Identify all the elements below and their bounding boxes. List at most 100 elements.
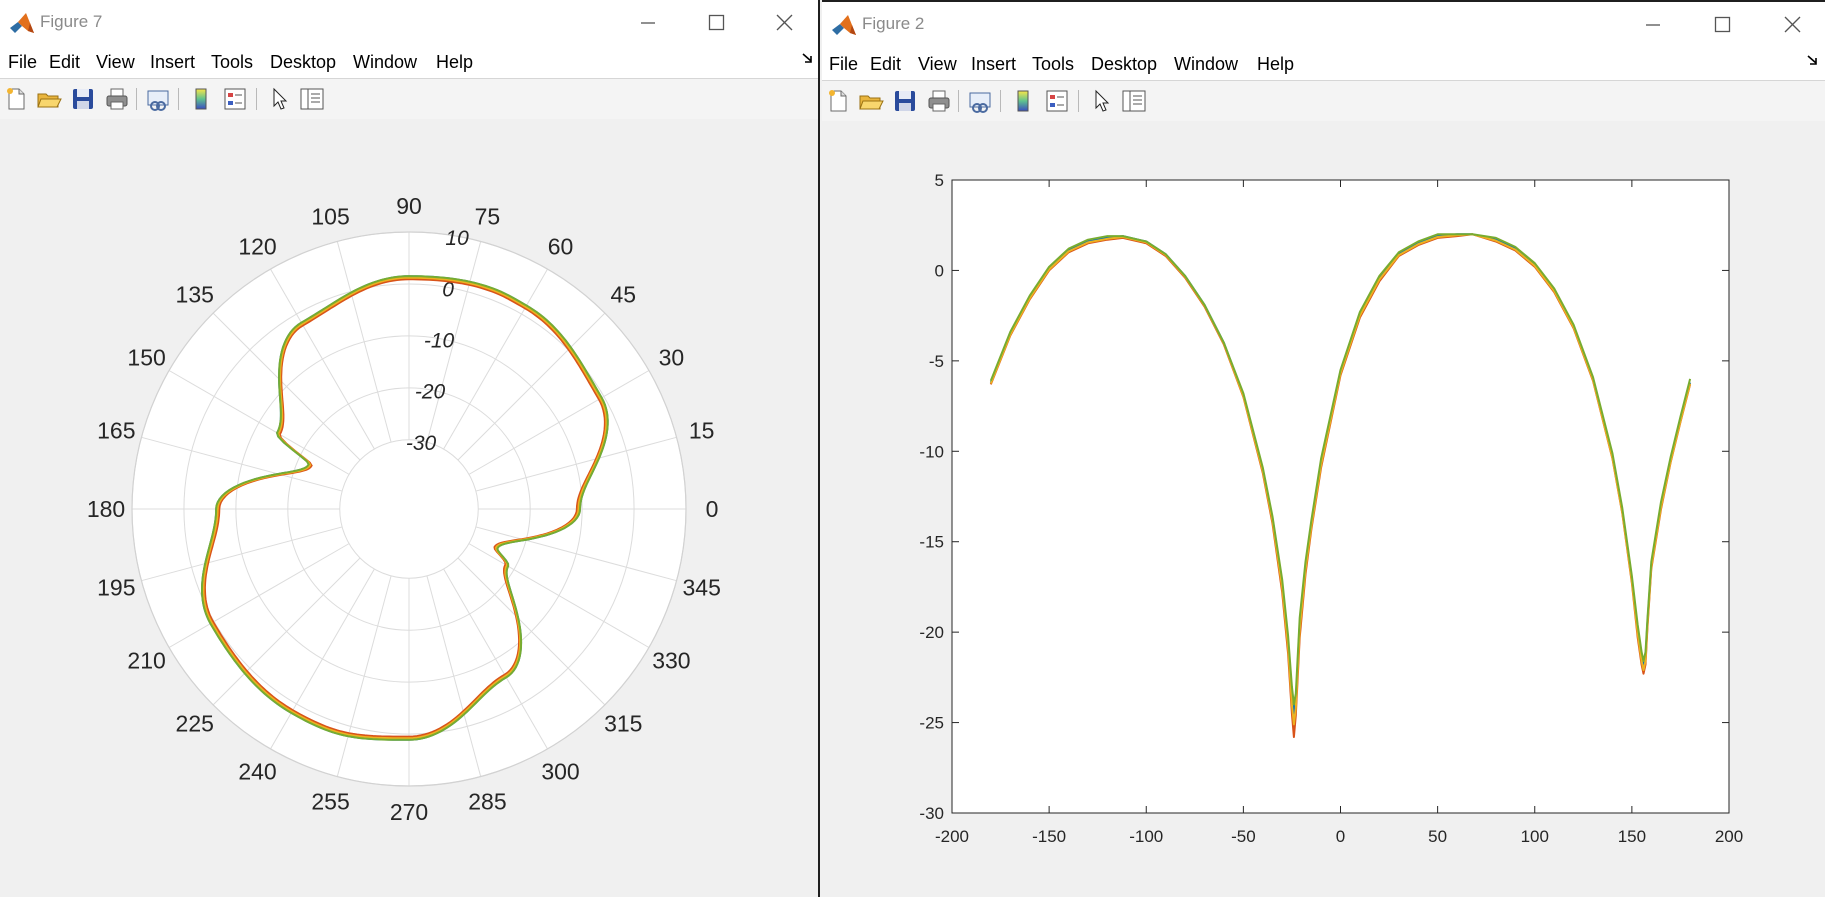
figure-toolbar [0,78,818,120]
legend-button[interactable] [222,86,248,112]
polar-theta-label: 240 [238,758,276,784]
polar-grid-spoke [270,568,375,750]
polar-series-line [203,278,606,738]
polar-theta-label: 120 [238,234,276,260]
polar-grid-spoke [468,370,650,475]
figure-toolbar [822,80,1825,122]
menu-help[interactable]: Help [1257,54,1295,74]
close-button[interactable] [1758,2,1825,48]
menu-desktop[interactable]: Desktop [270,52,337,72]
link-plot-icon [147,90,169,111]
minimize-icon [1646,24,1660,26]
link-plot-button[interactable] [145,86,171,112]
pointer-button[interactable] [266,86,292,112]
polar-theta-label: 300 [541,758,579,784]
polar-theta-label: 105 [311,203,349,229]
maximize-button[interactable] [682,0,750,46]
colorbar-button[interactable] [188,86,214,112]
print-icon [928,90,950,112]
polar-r-label: -20 [415,381,446,404]
matlab-logo-icon [10,13,34,33]
menu-insert[interactable]: Insert [150,52,196,72]
print-button[interactable] [926,88,952,114]
polar-grid-spoke [457,557,606,706]
link-plot-icon [969,92,991,113]
polar-grid-spoke [475,436,677,492]
open-file-button[interactable] [36,86,62,112]
polar-theta-label: 60 [548,234,574,260]
figure-7-window: Figure 7 File Edit View Insert Tools Des… [0,0,820,897]
menu-edit[interactable]: Edit [49,52,81,72]
menu-window[interactable]: Window [1174,54,1239,74]
polar-theta-label: 75 [475,203,501,229]
menu-help[interactable]: Help [436,52,474,72]
new-figure-button[interactable] [825,88,851,114]
dock-arrow-icon[interactable] [801,52,815,66]
pointer-icon [273,87,288,110]
menu-file[interactable]: File [829,54,859,74]
maximize-button[interactable] [1688,2,1756,48]
menu-bar: File Edit View Insert Tools Desktop Wind… [0,46,818,78]
close-icon [776,14,793,31]
close-icon [1784,16,1801,33]
menu-view[interactable]: View [96,52,135,72]
colorbar-icon [195,88,207,110]
polar-grid-spoke [443,568,548,750]
polar-series-line [202,276,608,740]
link-plot-button[interactable] [967,88,993,114]
colorbar-button[interactable] [1010,88,1036,114]
pointer-button[interactable] [1088,88,1114,114]
polar-r-label: -10 [424,330,455,353]
polar-plot: 0 15 30 45 60 75 90 105 120 135 150 165 180 195 210 225… [87,193,721,825]
cartesian-plot: -200 -150 -100 -50 0 50 100 150 20050-5-10-15-20… [919,171,1743,846]
minimize-button[interactable] [614,0,682,46]
polar-grid-spoke [336,241,392,443]
polar-theta-label: 210 [127,648,165,674]
close-button[interactable] [750,0,818,46]
dock-arrow-icon[interactable] [1806,54,1820,68]
x-tick-label: -100 [1129,827,1163,846]
menu-tools[interactable]: Tools [1032,54,1075,74]
x-tick-label: 200 [1715,827,1743,846]
matlab-logo-icon [832,15,856,35]
property-inspector-button[interactable] [1121,88,1147,114]
save-button[interactable] [892,88,918,114]
print-icon [106,88,128,110]
y-tick-label: -15 [919,533,944,552]
x-tick-label: 100 [1521,827,1549,846]
x-tick-label: -50 [1231,827,1256,846]
menu-tools[interactable]: Tools [211,52,254,72]
menu-insert[interactable]: Insert [971,54,1017,74]
minimize-button[interactable] [1619,2,1687,48]
window-title: Figure 7 [40,12,103,31]
x-tick-label: 0 [1336,827,1345,846]
polar-theta-label: 90 [396,193,422,219]
property-inspector-button[interactable] [299,86,325,112]
polar-theta-label: 225 [176,710,214,736]
polar-r-label: -30 [406,432,437,455]
menu-window[interactable]: Window [353,52,418,72]
save-icon [73,89,93,109]
print-button[interactable] [104,86,130,112]
figure-canvas: -200 -150 -100 -50 0 50 100 150 200 5 0 -5 -10 -15 -20… [822,121,1825,897]
new-figure-icon [7,88,25,110]
polar-theta-label: 150 [127,345,165,371]
menu-desktop[interactable]: Desktop [1091,54,1158,74]
x-tick-label: -200 [935,827,969,846]
menu-view[interactable]: View [918,54,957,74]
polar-grid-spoke [141,526,343,582]
property-inspector-icon [300,88,324,110]
polar-outer-ring [131,231,687,787]
legend-icon [1046,90,1068,112]
title-bar: Figure 7 [0,0,818,46]
legend-button[interactable] [1044,88,1070,114]
polar-grid-spoke [468,543,650,648]
menu-edit[interactable]: Edit [870,54,902,74]
menu-file[interactable]: File [8,52,38,72]
polar-theta-label: 315 [604,710,642,736]
open-file-button[interactable] [858,88,884,114]
menu-bar: File Edit View Insert Tools Desktop Wind… [822,48,1825,80]
new-figure-button[interactable] [3,86,29,112]
save-button[interactable] [70,86,96,112]
polar-r-label: 0 [442,278,454,301]
